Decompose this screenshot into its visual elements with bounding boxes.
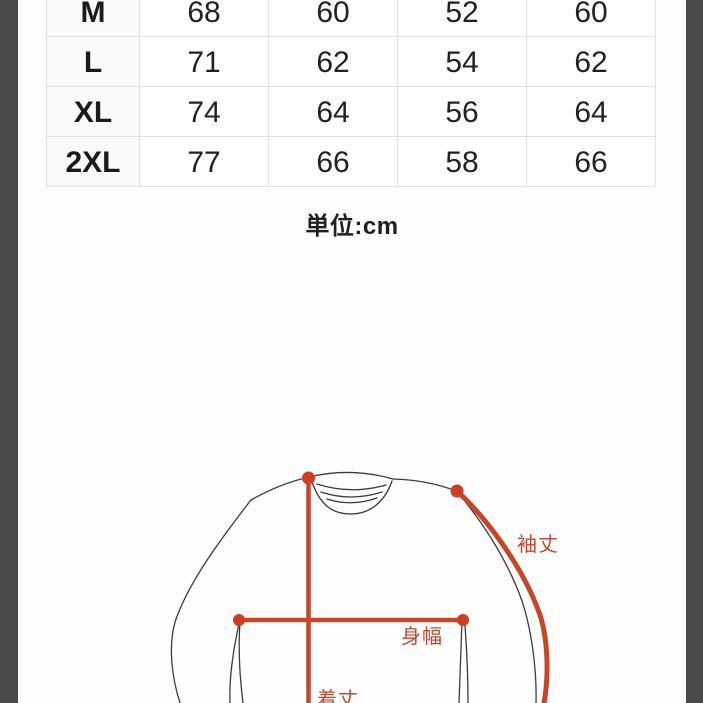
value-cell: 64 [268, 86, 398, 137]
value-cell: 60 [526, 0, 656, 37]
table-row-m: M 68 60 52 60 [46, 0, 656, 37]
value-cell: 56 [397, 86, 527, 137]
right-shoulder-seam [392, 478, 457, 492]
value-cell: 62 [268, 36, 398, 87]
body-width-label: 身幅 [401, 626, 443, 648]
left-shoulder-seam [250, 476, 310, 501]
value-cell: 77 [139, 136, 269, 187]
letterbox-right [686, 0, 703, 703]
size-cell: 2XL [46, 136, 140, 187]
value-cell: 66 [268, 136, 398, 187]
table-row-2xl: 2XL 77 66 58 66 [46, 136, 656, 187]
page-content: M 68 60 52 60 L 71 62 54 62 XL 74 64 [18, 0, 686, 703]
size-chart-table: M 68 60 52 60 L 71 62 54 62 XL 74 64 [46, 0, 656, 187]
shirt-outline [170, 471, 537, 703]
value-cell: 64 [526, 86, 656, 137]
right-armpit-dot [457, 614, 469, 626]
letterbox-left [0, 0, 18, 703]
size-cell: M [46, 0, 140, 37]
unit-label: 単位:cm [305, 213, 399, 240]
collar-rib-line-1 [316, 483, 387, 491]
collar-rib-line-3 [326, 497, 378, 504]
right-sleeve-outer [456, 491, 537, 703]
right-sleeve-inner [464, 625, 469, 703]
collar-rib-line-2 [320, 491, 383, 498]
left-sleeve-inner [229, 623, 240, 703]
value-cell: 52 [397, 0, 527, 37]
value-cell: 62 [526, 36, 656, 87]
left-sleeve-outer [170, 499, 252, 703]
right-shoulder-dot [450, 484, 464, 498]
table-row-xl: XL 74 64 56 64 [46, 86, 656, 137]
measurement-lines [236, 476, 550, 703]
collar-neck-opening [310, 478, 393, 515]
collar-top-dot [302, 471, 315, 485]
value-cell: 60 [268, 0, 398, 37]
sleeve-length-label: 袖丈 [517, 534, 559, 556]
value-cell: 66 [526, 136, 656, 187]
collar-top-edge [308, 471, 394, 480]
right-body-side [458, 620, 463, 703]
size-cell: L [46, 36, 140, 87]
left-body-side [238, 621, 244, 703]
value-cell: 71 [139, 36, 269, 87]
measurement-dots [233, 471, 469, 626]
left-armpit-dot [233, 614, 245, 626]
value-cell: 74 [139, 86, 269, 137]
body-length-label: 着丈 [317, 689, 359, 703]
size-cell: XL [46, 86, 140, 137]
value-cell: 58 [397, 136, 527, 187]
sleeve-length-line [454, 488, 550, 703]
